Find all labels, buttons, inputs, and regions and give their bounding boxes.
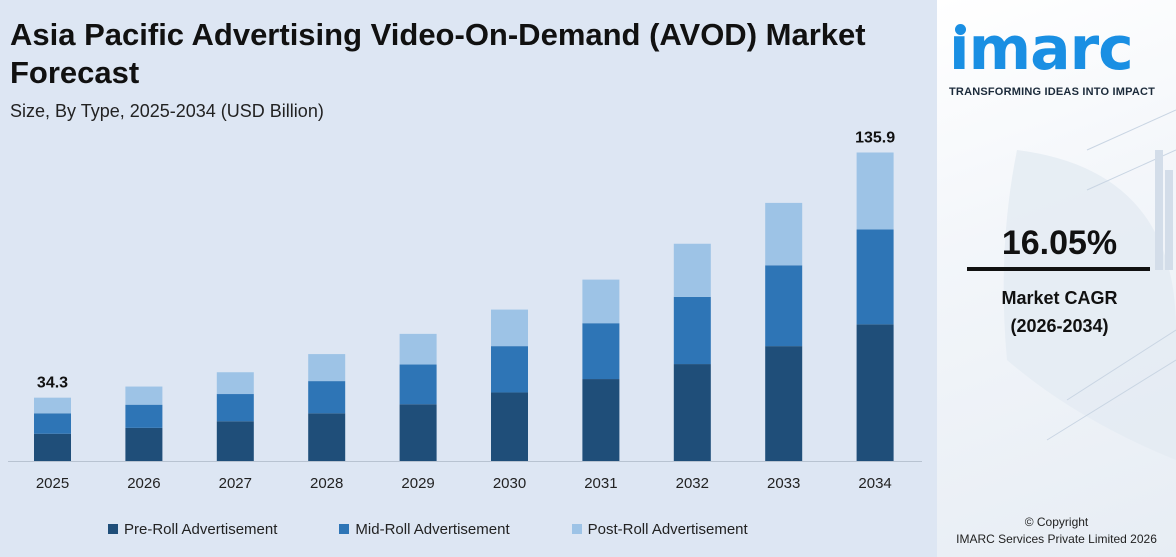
bar-2025-pre-roll-advertisement (34, 433, 71, 461)
x-tick-label-2030: 2030 (493, 475, 526, 492)
cagr-value: 16.05% (1001, 224, 1118, 262)
chart-legend: Pre-Roll Advertisement Mid-Roll Advertis… (108, 519, 748, 539)
bar-2031-post-roll-advertisement (582, 279, 620, 324)
bar-2029-post-roll-advertisement (399, 333, 437, 365)
legend-swatch-mid-roll (339, 524, 350, 534)
logo-tagline: TRANSFORMING IDEAS INTO IMPACT (949, 86, 1156, 98)
data-label-2034: 135.9 (855, 129, 895, 146)
cagr-label: Market CAGR (2026-2034) (967, 284, 1152, 340)
x-tick-label-2032: 2032 (676, 475, 709, 492)
bar-2029-pre-roll-advertisement (399, 404, 437, 461)
bar-2029-mid-roll-advertisement (399, 364, 437, 405)
bar-2030-post-roll-advertisement (491, 309, 528, 347)
bar-2027-post-roll-advertisement (216, 372, 254, 395)
bar-2034-post-roll-advertisement (856, 152, 894, 230)
bar-2028-pre-roll-advertisement (308, 413, 346, 461)
x-tick-label-2031: 2031 (584, 475, 617, 492)
bar-2027-mid-roll-advertisement (216, 394, 254, 422)
bar-2034-pre-roll-advertisement (856, 324, 894, 461)
logo-wordmark: ımarc (949, 14, 1134, 84)
bar-2030-pre-roll-advertisement (491, 392, 528, 461)
bar-2033-pre-roll-advertisement (765, 346, 803, 461)
bar-2031-mid-roll-advertisement (582, 323, 620, 380)
bar-2032-post-roll-advertisement (673, 243, 711, 297)
legend-item-mid-roll: Mid-Roll Advertisement (339, 520, 510, 538)
x-tick-label-2028: 2028 (310, 475, 343, 492)
bar-2032-pre-roll-advertisement (673, 364, 711, 461)
bar-2027-pre-roll-advertisement (216, 421, 254, 461)
x-tick-label-2027: 2027 (219, 475, 252, 492)
x-tick-label-2033: 2033 (767, 475, 800, 492)
cagr-label-line2: (2026-2034) (1010, 316, 1109, 336)
legend-label-post-roll: Post-Roll Advertisement (587, 520, 748, 538)
bar-2031-pre-roll-advertisement (582, 379, 620, 461)
legend-label-pre-roll: Pre-Roll Advertisement (124, 520, 278, 538)
chart-panel: Asia Pacific Advertising Video-On-Demand… (8, 17, 922, 539)
chart-title: Asia Pacific Advertising Video-On-Demand… (10, 17, 866, 90)
imarc-logo: ımarc TRANSFORMING IDEAS INTO IMPACT (949, 14, 1171, 98)
stacked-bar-chart: 2025 34.3 2026 2027 2028 2029 2030 2031 2032 2033… (8, 129, 922, 492)
bar-2025-post-roll-advertisement (34, 397, 71, 414)
bar-2034-mid-roll-advertisement (856, 229, 894, 325)
copyright-notice: © Copyright IMARC Services Private Limit… (937, 514, 1176, 548)
bar-2026-pre-roll-advertisement (125, 427, 163, 461)
x-tick-label-2034: 2034 (858, 475, 891, 492)
copyright-line2: IMARC Services Private Limited 2026 (956, 532, 1157, 546)
bar-2032-mid-roll-advertisement (673, 296, 711, 365)
bar-2026-post-roll-advertisement (125, 386, 163, 405)
logo-dot-icon (955, 24, 966, 35)
sidebar-panel: ımarc TRANSFORMING IDEAS INTO IMPACT 16.… (937, 0, 1176, 557)
bar-2025-mid-roll-advertisement (34, 413, 71, 434)
copyright-line1: © Copyright (1024, 515, 1089, 529)
x-tick-label-2029: 2029 (401, 475, 434, 492)
x-tick-label-2026: 2026 (127, 475, 160, 492)
bar-2026-mid-roll-advertisement (125, 404, 163, 428)
background-decoration (1003, 109, 1176, 460)
chart-subtitle: Size, By Type, 2025-2034 (USD Billion) (10, 101, 324, 121)
bar-2028-mid-roll-advertisement (308, 381, 346, 414)
legend-item-pre-roll: Pre-Roll Advertisement (108, 521, 277, 538)
legend-swatch-post-roll (571, 524, 582, 534)
legend-item-post-roll: Post-Roll Advertisement (571, 520, 748, 538)
bar-2033-mid-roll-advertisement (765, 265, 803, 347)
bar-2033-post-roll-advertisement (765, 202, 803, 266)
legend-label-mid-roll: Mid-Roll Advertisement (355, 520, 510, 538)
cagr-divider (967, 267, 1150, 271)
bar-2030-mid-roll-advertisement (491, 346, 528, 393)
bar-2028-post-roll-advertisement (308, 354, 346, 382)
legend-swatch-pre-roll (108, 524, 118, 534)
data-label-2025: 34.3 (37, 375, 68, 392)
x-tick-label-2025: 2025 (36, 475, 69, 492)
cagr-label-line1: Market CAGR (1001, 288, 1118, 308)
